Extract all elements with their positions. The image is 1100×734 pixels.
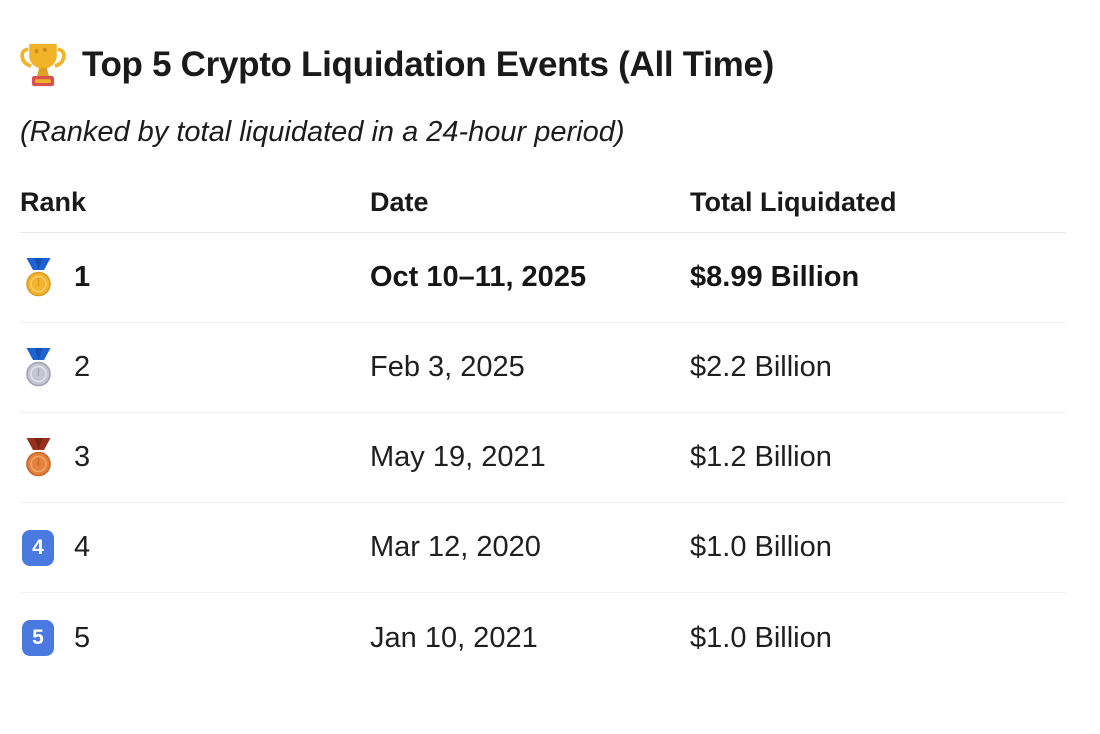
rank-cell: 2 (20, 347, 370, 389)
total-cell: $1.0 Billion (690, 621, 832, 654)
total-cell: $8.99 Billion (690, 261, 860, 293)
table-row: 1 Oct 10–11, 2025 $8.99 Billion (20, 233, 1066, 323)
total-cell: $1.2 Billion (690, 441, 832, 473)
page-title: Top 5 Crypto Liquidation Events (All Tim… (82, 45, 774, 84)
title-row: Top 5 Crypto Liquidation Events (All Tim… (20, 40, 1066, 90)
keycap-5-icon: 5 (20, 620, 56, 656)
content-area: Top 5 Crypto Liquidation Events (All Tim… (20, 40, 1066, 683)
keycap-4-icon: 4 (20, 529, 56, 566)
rank-cell: 1 (20, 257, 370, 299)
total-cell: $1.0 Billion (690, 531, 832, 563)
rank-cell: 3 (20, 437, 370, 479)
rank-number: 2 (74, 351, 91, 383)
column-header-date: Date (370, 187, 429, 217)
bronze-medal-icon (20, 437, 56, 479)
column-header-rank: Rank (20, 187, 87, 217)
liquidation-table: Rank Date Total Liquidated (20, 173, 1066, 683)
table-header-row: Rank Date Total Liquidated (20, 173, 1066, 233)
table-row: 5 5 Jan 10, 2021 $1.0 Billion (20, 593, 1066, 683)
table-row: 4 4 Mar 12, 2020 $1.0 Billion (20, 503, 1066, 593)
total-cell: $2.2 Billion (690, 351, 832, 383)
column-header-total: Total Liquidated (690, 187, 897, 217)
rank-number: 1 (74, 261, 91, 293)
date-cell: May 19, 2021 (370, 441, 546, 473)
date-cell: Jan 10, 2021 (370, 621, 538, 654)
rank-cell: 4 4 (20, 529, 370, 566)
rank-number: 3 (74, 441, 91, 473)
rank-number: 4 (74, 531, 91, 563)
page-subtitle: (Ranked by total liquidated in a 24-hour… (20, 116, 625, 148)
rank-cell: 5 5 (20, 620, 370, 656)
gold-medal-icon (20, 257, 56, 299)
trophy-icon (20, 43, 66, 87)
table-row: 2 Feb 3, 2025 $2.2 Billion (20, 323, 1066, 413)
rank-number: 5 (74, 621, 91, 654)
table-row: 3 May 19, 2021 $1.2 Billion (20, 413, 1066, 503)
silver-medal-icon (20, 347, 56, 389)
date-cell: Mar 12, 2020 (370, 531, 541, 563)
date-cell: Oct 10–11, 2025 (370, 261, 587, 293)
date-cell: Feb 3, 2025 (370, 351, 525, 383)
